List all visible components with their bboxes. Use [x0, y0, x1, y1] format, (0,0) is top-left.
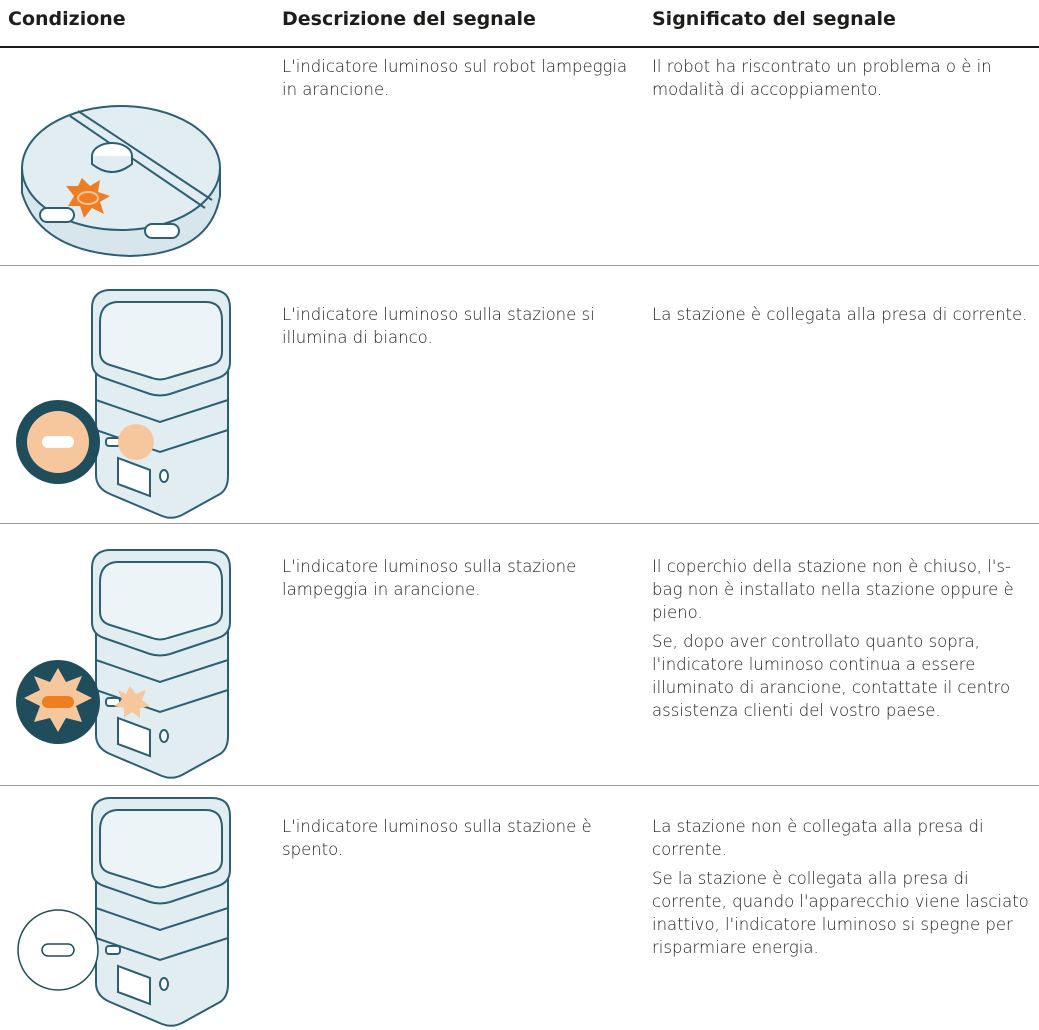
meaning-paragraph: Se la stazione è collegata alla presa di… [652, 869, 1029, 957]
signal-description: L'indicatore luminoso sulla stazione si … [282, 305, 595, 347]
robot-illustration [21, 105, 221, 258]
station-illustration [17, 797, 231, 1027]
meaning-paragraph: La stazione non è collegata alla presa d… [652, 817, 984, 859]
meaning-paragraph: Il coperchio della stazione non è chiuso… [652, 557, 1014, 622]
column-header: Significato del segnale [652, 8, 896, 30]
column-header: Condizione [8, 8, 126, 30]
table-row: L'indicatore luminoso sulla stazione è s… [0, 785, 1039, 1030]
signal-meaning: La stazione è collegata alla presa di co… [652, 303, 1036, 332]
header-rule [0, 46, 1039, 48]
signal-meaning: Il robot ha riscontrato un problema o è … [652, 55, 1036, 107]
signal-description: L'indicatore luminoso sulla stazione è s… [282, 817, 592, 859]
signal-description: L'indicatore luminoso sulla stazione lam… [282, 557, 577, 599]
meaning-paragraph: La stazione è collegata alla presa di co… [652, 305, 1028, 324]
column-header: Descrizione del segnale [282, 8, 536, 30]
meaning-paragraph: Il robot ha riscontrato un problema o è … [652, 57, 992, 99]
table-row: L'indicatore luminoso sul robot lampeggi… [0, 48, 1039, 265]
meaning-paragraph: Se, dopo aver controllato quanto sopra, … [652, 632, 1011, 720]
table-row: L'indicatore luminoso sulla stazione si … [0, 265, 1039, 523]
station-illustration [16, 289, 231, 519]
signal-description: L'indicatore luminoso sul robot lampeggi… [282, 57, 628, 99]
signal-meaning: La stazione non è collegata alla presa d… [652, 815, 1036, 965]
station-illustration [16, 549, 231, 779]
table-row: L'indicatore luminoso sulla stazione lam… [0, 523, 1039, 785]
signal-meaning: Il coperchio della stazione non è chiuso… [652, 555, 1036, 728]
